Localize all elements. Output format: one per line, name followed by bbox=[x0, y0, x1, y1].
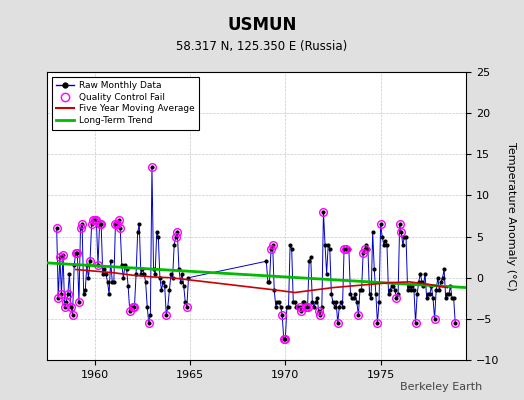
Text: USMUN: USMUN bbox=[227, 16, 297, 34]
Text: 58.317 N, 125.350 E (Russia): 58.317 N, 125.350 E (Russia) bbox=[177, 40, 347, 53]
Legend: Raw Monthly Data, Quality Control Fail, Five Year Moving Average, Long-Term Tren: Raw Monthly Data, Quality Control Fail, … bbox=[52, 76, 199, 130]
Text: Berkeley Earth: Berkeley Earth bbox=[400, 382, 482, 392]
Y-axis label: Temperature Anomaly (°C): Temperature Anomaly (°C) bbox=[506, 142, 516, 290]
